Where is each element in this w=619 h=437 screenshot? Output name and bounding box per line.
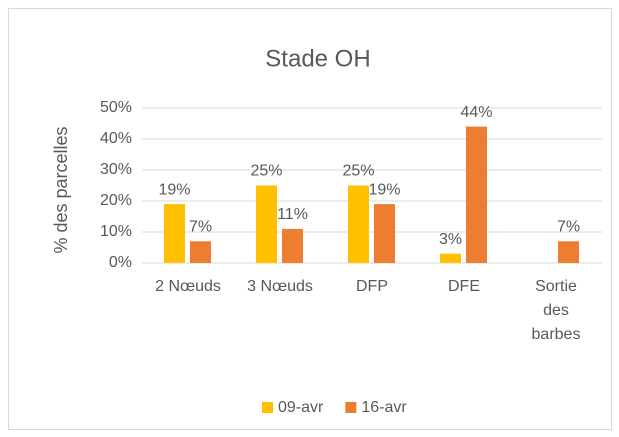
data-label: 19% <box>368 181 400 198</box>
data-label: 7% <box>189 219 212 236</box>
y-tick-label: 20% <box>100 192 132 209</box>
x-tick-label: DFE <box>448 278 480 295</box>
x-tick-label: 2 Nœuds <box>155 278 221 295</box>
data-label: 11% <box>277 206 308 223</box>
y-tick-label: 10% <box>100 223 132 240</box>
bar <box>440 253 461 263</box>
bar <box>348 185 369 263</box>
bar <box>164 204 185 263</box>
legend-swatch <box>345 402 357 413</box>
bar <box>256 185 277 263</box>
data-label: 19% <box>158 181 190 198</box>
data-label: 3% <box>439 231 462 248</box>
bar <box>558 241 579 263</box>
bar <box>374 204 395 263</box>
y-tick-label: 50% <box>100 99 132 116</box>
x-tick-label: Sortie des barbes <box>531 278 581 343</box>
data-label: 7% <box>557 219 580 236</box>
chart-title: Stade OH <box>265 45 370 72</box>
chart-border <box>8 8 612 430</box>
legend-label: 09-avr <box>278 399 324 416</box>
y-tick-label: 30% <box>100 161 132 178</box>
x-tick-label: DFP <box>356 278 388 295</box>
bar <box>190 241 211 263</box>
data-label: 25% <box>342 163 374 180</box>
legend-label: 16-avr <box>361 399 407 416</box>
y-axis-label: % des parcelles <box>51 126 71 253</box>
x-tick-label: 3 Nœuds <box>247 278 313 295</box>
data-label: 25% <box>250 163 282 180</box>
bar <box>282 228 303 263</box>
y-tick-label: 0% <box>109 254 132 271</box>
y-tick-label: 40% <box>100 130 132 147</box>
data-label: 44% <box>460 104 492 121</box>
legend-swatch <box>262 402 273 413</box>
bar <box>466 126 487 263</box>
